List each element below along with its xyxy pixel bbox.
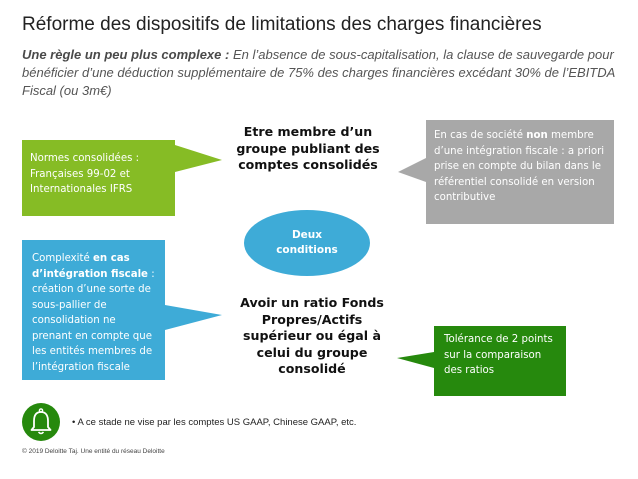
complexity-text-2: : création d’une sorte de sous-pallier d… bbox=[32, 268, 155, 373]
subtitle-bold: Une règle un peu plus complexe : bbox=[22, 47, 230, 62]
non-integration-text-1: En cas de société bbox=[434, 130, 527, 141]
complexity-text-1: Complexité bbox=[32, 253, 94, 264]
copyright: © 2019 Deloitte Taj. Une entité du résea… bbox=[22, 448, 165, 455]
subtitle-text: En l’absence de sous-capitalisation, la … bbox=[22, 47, 615, 98]
non-integration-bold: non bbox=[526, 130, 548, 141]
non-integration-text-2: membre d’une intégration fiscale : a pri… bbox=[434, 130, 605, 203]
top-condition: Etre membre d’un groupe publiant des com… bbox=[236, 124, 380, 172]
tolerance-callout: Tolérance de 2 points sur la comparaison… bbox=[434, 326, 566, 396]
slide-title: Réforme des dispositifs de limitations d… bbox=[22, 14, 542, 35]
norms-callout-text: Normes consolidées : Françaises 99-02 et… bbox=[30, 153, 140, 195]
complexity-callout: Complexité en cas d’intégration fiscale … bbox=[22, 240, 165, 380]
non-integration-callout: En cas de société non membre d’une intég… bbox=[426, 120, 614, 224]
tolerance-tail bbox=[397, 352, 434, 368]
norms-callout: Normes consolidées : Françaises 99-02 et… bbox=[22, 140, 175, 216]
bottom-condition: Avoir un ratio Fonds Propres/Actifs supé… bbox=[240, 295, 384, 376]
ellipse-label: Deux conditions bbox=[276, 229, 338, 256]
footnote: • A ce stade ne vise par les comptes US … bbox=[72, 417, 357, 428]
non-integration-tail bbox=[398, 158, 426, 182]
bell-icon bbox=[22, 403, 60, 441]
slide-subtitle: Une règle un peu plus complexe : En l’ab… bbox=[22, 46, 622, 100]
two-conditions-ellipse: Deux conditions bbox=[244, 210, 370, 276]
norms-tail bbox=[175, 145, 222, 172]
complexity-bold: en cas d’intégration fiscale bbox=[32, 253, 148, 280]
tolerance-callout-text: Tolérance de 2 points sur la comparaison… bbox=[444, 334, 553, 376]
complexity-tail bbox=[165, 305, 222, 330]
